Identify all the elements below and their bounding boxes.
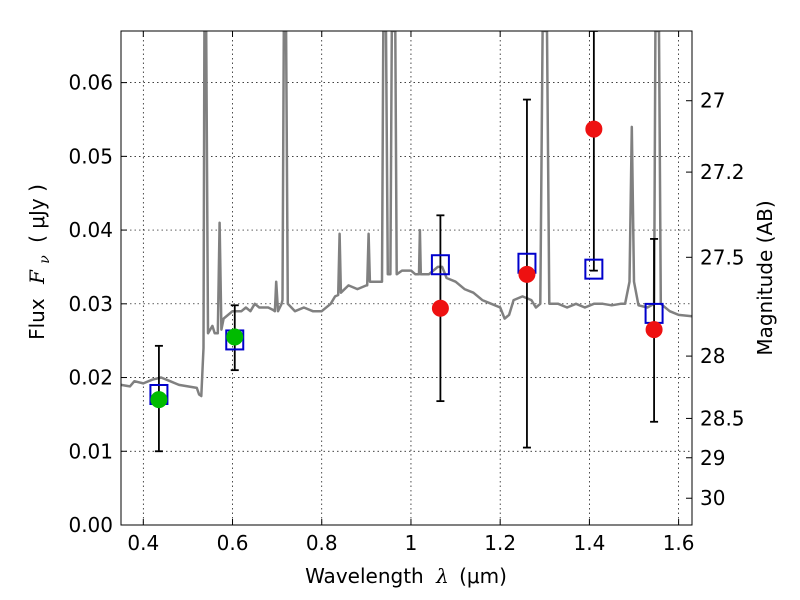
x-tick-label: 1.4 bbox=[573, 531, 605, 555]
right-tick-label: 28 bbox=[700, 344, 725, 368]
y-tick-label: 0.00 bbox=[68, 513, 113, 537]
x-axis-label-unit: (μm) bbox=[459, 564, 507, 588]
y-axis-label: Flux F ν ( μJy ) bbox=[25, 184, 54, 340]
x-axis-label-prefix: Wavelength bbox=[305, 564, 424, 588]
plot-area bbox=[121, 31, 692, 453]
right-axis-label: Magnitude (AB) bbox=[753, 200, 777, 355]
y-axis-label-unit: ( μJy ) bbox=[25, 184, 49, 243]
right-tick-label: 27.2 bbox=[700, 160, 745, 184]
y-tick-label: 0.01 bbox=[68, 439, 113, 463]
y-axis-label-prefix: Flux bbox=[25, 298, 49, 340]
x-tick-label: 1.6 bbox=[663, 531, 695, 555]
y-tick-label: 0.04 bbox=[68, 218, 113, 242]
x-tick-label: 0.4 bbox=[127, 531, 159, 555]
x-tick-label: 1 bbox=[405, 531, 418, 555]
tick-labels: 0.4 0.6 0.8 1 1.2 1.4 1.6 0.00 0.01 0.02 0.03 0.04 0… bbox=[68, 71, 744, 555]
right-tick-label: 30 bbox=[700, 486, 725, 510]
right-tick-label: 28.5 bbox=[700, 406, 745, 430]
model-flux-square bbox=[584, 258, 604, 280]
x-tick-label: 0.6 bbox=[217, 531, 249, 555]
observed-flux-point bbox=[226, 328, 244, 346]
observed-flux-point bbox=[150, 391, 168, 409]
y-axis-label-symbol: F bbox=[25, 269, 49, 285]
right-tick-label: 29 bbox=[700, 446, 725, 470]
y-axis-label-subscript: ν bbox=[37, 255, 53, 264]
y-tick-label: 0.06 bbox=[68, 71, 113, 95]
plot-frame bbox=[120, 30, 693, 526]
observed-flux-point bbox=[518, 265, 536, 283]
tick-marks bbox=[121, 31, 692, 526]
spectrum-line bbox=[121, 31, 692, 398]
x-tick-label: 0.8 bbox=[306, 531, 338, 555]
observed-flux-point bbox=[585, 120, 603, 138]
x-axis-label-symbol: λ bbox=[435, 564, 449, 588]
model-flux-square bbox=[430, 254, 450, 276]
right-tick-label: 27.5 bbox=[700, 245, 745, 269]
y-tick-label: 0.03 bbox=[68, 292, 113, 316]
y-tick-label: 0.05 bbox=[68, 144, 113, 168]
x-tick-label: 1.2 bbox=[484, 531, 516, 555]
x-axis-label: Wavelength λ (μm) bbox=[305, 564, 507, 588]
y-tick-label: 0.02 bbox=[68, 366, 113, 390]
observed-flux-point bbox=[431, 299, 449, 317]
observed-flux-point bbox=[645, 321, 663, 339]
right-tick-label: 27 bbox=[700, 89, 725, 113]
